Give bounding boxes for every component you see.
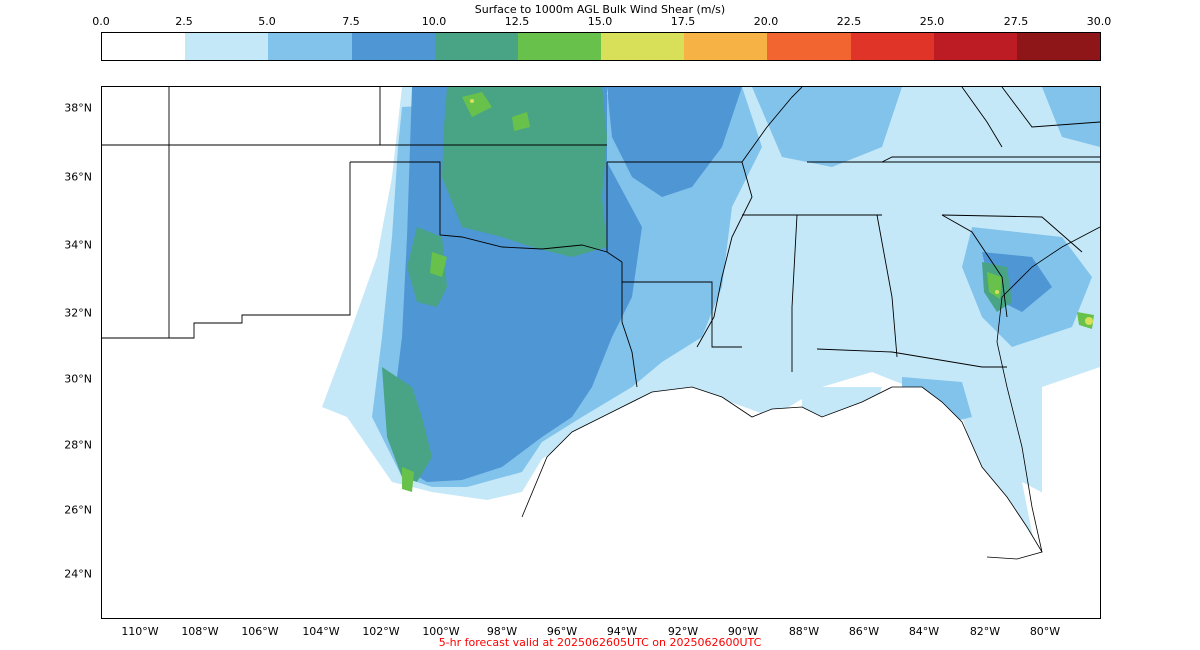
shear-field: [322, 87, 1100, 557]
boundary-wv-va: [1001, 87, 1100, 128]
colorbar-segment: [933, 33, 1017, 60]
colorbar-segment: [1016, 33, 1101, 60]
colorbar-tick: 17.5: [670, 15, 696, 28]
boundary-nc-sc: [941, 214, 1083, 253]
colorbar-title: Surface to 1000m AGL Bulk Wind Shear (m/…: [474, 3, 726, 16]
lon-label: 106°W: [241, 625, 279, 638]
lon-label: 100°W: [422, 625, 460, 638]
lon-label: 96°W: [546, 625, 578, 638]
shear-contour-green: [382, 367, 432, 482]
colorbar-segment: [850, 33, 934, 60]
boundary-tx-nm: [102, 162, 351, 339]
colorbar-tick: 25.0: [919, 15, 945, 28]
colorbar-tick: 12.5: [504, 15, 530, 28]
colorbar-tick: 2.5: [175, 15, 193, 28]
forecast-valid-text: 5-hr forecast valid at 2025062605UTC on …: [438, 636, 762, 649]
atlantic-water: [1042, 367, 1100, 618]
boundary-ky-wv: [961, 87, 1003, 148]
state-boundaries: [102, 87, 1100, 388]
shear-contour-bright-green: [512, 112, 530, 131]
gulf-coastline: [521, 386, 1043, 560]
lon-label: 98°W: [486, 625, 518, 638]
lat-label: 34°N: [64, 238, 92, 252]
lat-label: 36°N: [64, 170, 92, 184]
lon-label: 102°W: [362, 625, 400, 638]
boundary-ok-tx: [350, 161, 623, 263]
boundary-ok-ks: [350, 87, 381, 146]
lon-label: 86°W: [848, 625, 880, 638]
lon-label: 84°W: [908, 625, 940, 638]
shear-contour-yellow: [995, 290, 999, 294]
boundary-ms-al: [791, 214, 798, 372]
shear-contour-bright-green: [462, 92, 492, 117]
colorbar-tick: 5.0: [258, 15, 276, 28]
lon-label: 110°W: [121, 625, 159, 638]
colorbar-tick: 7.5: [342, 15, 360, 28]
shear-contour-dark: [607, 87, 742, 197]
lat-label: 30°N: [64, 372, 92, 386]
colorbar-tick: 22.5: [836, 15, 862, 28]
lat-label: 24°N: [64, 567, 92, 581]
map-canvas: [102, 87, 1100, 618]
colorbar-segment: [268, 33, 352, 60]
lon-label: 104°W: [302, 625, 340, 638]
shear-contour-bright-green: [402, 467, 414, 492]
shear-contour-medium: [1042, 87, 1100, 147]
colorbar-tick: 20.0: [753, 15, 779, 28]
colorbar-segment: [767, 33, 851, 60]
boundary-ar-la: [622, 281, 742, 348]
lat-label: 32°N: [64, 306, 92, 320]
coastlines: [521, 226, 1100, 560]
boundary-fl-al-ga: [816, 348, 1007, 368]
colorbar-tick: 30.0: [1086, 15, 1112, 28]
boundary-al-ga: [876, 214, 898, 358]
shear-contour-green: [442, 87, 607, 257]
atlantic-coastline: [996, 226, 1100, 553]
lon-label: 92°W: [667, 625, 699, 638]
boundary-nc-va: [881, 156, 1100, 163]
gulf-water: [462, 387, 1047, 618]
colorbar-segment: [102, 33, 186, 60]
lat-label: 26°N: [64, 503, 92, 517]
colorbar-segment: [185, 33, 269, 60]
lon-label: 82°W: [969, 625, 1001, 638]
colorbar-segment: [601, 33, 685, 60]
colorbar-tick-labels: 0.0 2.5 5.0 7.5 10.0 12.5 15.0 17.5 20.0…: [0, 15, 1200, 29]
shear-contour-medium: [752, 87, 902, 167]
colorbar-tick: 15.0: [587, 15, 613, 28]
wind-shear-map: [101, 86, 1101, 619]
colorbar-segment: [434, 33, 518, 60]
boundary-ky-il: [741, 87, 803, 163]
lat-label: 38°N: [64, 101, 92, 115]
shear-contour-yellow: [1085, 317, 1093, 325]
boundary-ga-sc: [941, 214, 1008, 318]
lon-label: 80°W: [1029, 625, 1061, 638]
lon-label: 94°W: [606, 625, 638, 638]
colorbar-tick: 10.0: [421, 15, 447, 28]
shear-contour-green: [407, 227, 447, 307]
colorbar-segment: [517, 33, 602, 60]
colorbar: [101, 32, 1101, 61]
colorbar-tick: 27.5: [1003, 15, 1029, 28]
lat-label: 28°N: [64, 438, 92, 452]
lon-label: 90°W: [727, 625, 759, 638]
lon-label: 108°W: [181, 625, 219, 638]
colorbar-segment: [684, 33, 768, 60]
boundary-ms-river: [696, 161, 753, 348]
colorbar-tick: 0.0: [92, 15, 110, 28]
shear-contour-bright-green: [430, 252, 447, 277]
boundary-tx-la: [621, 262, 638, 388]
shear-contour-yellow: [470, 99, 474, 103]
lon-label: 88°W: [788, 625, 820, 638]
colorbar-segment: [351, 33, 435, 60]
